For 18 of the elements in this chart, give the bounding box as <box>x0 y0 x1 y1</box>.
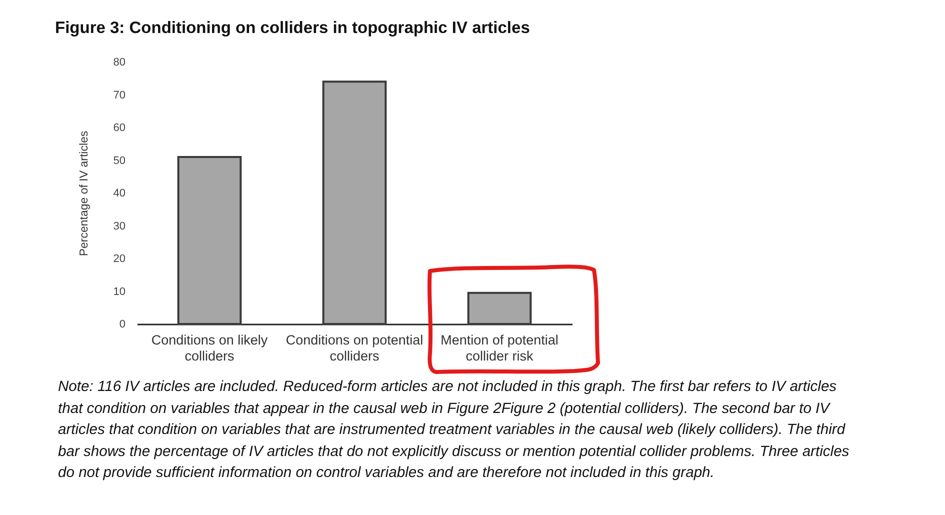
y-axis-title: Percentage of IV articles <box>78 130 90 256</box>
y-tick-label: 20 <box>113 253 126 265</box>
x-tick-label: Conditions on potential colliders <box>286 332 424 364</box>
y-tick-label: 40 <box>113 188 126 200</box>
y-tick-label: 0 <box>119 318 126 330</box>
bar <box>322 80 387 325</box>
x-tick-label: Conditions on likely colliders <box>151 332 268 364</box>
y-tick-label: 80 <box>113 56 126 68</box>
y-tick-label: 60 <box>113 122 126 134</box>
y-tick-label: 10 <box>113 286 126 298</box>
chart-title: Figure 3: Conditioning on colliders in topographic IV articles <box>55 19 530 38</box>
y-tick-label: 50 <box>113 154 126 167</box>
x-tick-label: Mention of potential collider risk <box>440 332 558 364</box>
y-tick-label: 70 <box>113 89 126 102</box>
y-tick-label: 30 <box>113 220 126 232</box>
bar <box>467 292 532 325</box>
bar <box>177 156 242 325</box>
text: Note: 116 IV articles are included. Reduced-form articles are not included in this graph. The first bar refers to IV articles that condition on variables that appear in the causal web in Figure 2Figure 2 (potential colliders). The second bar to IV articles that condition on variables that are instrumented treatment variables in the causal web (likely colliders). The third bar shows the percentage of IV articles that do not explicitly discuss or mention potential collider problems. Three articles do not provide sufficient information on control variables and are therefore not included in this graph. <box>58 378 850 483</box>
